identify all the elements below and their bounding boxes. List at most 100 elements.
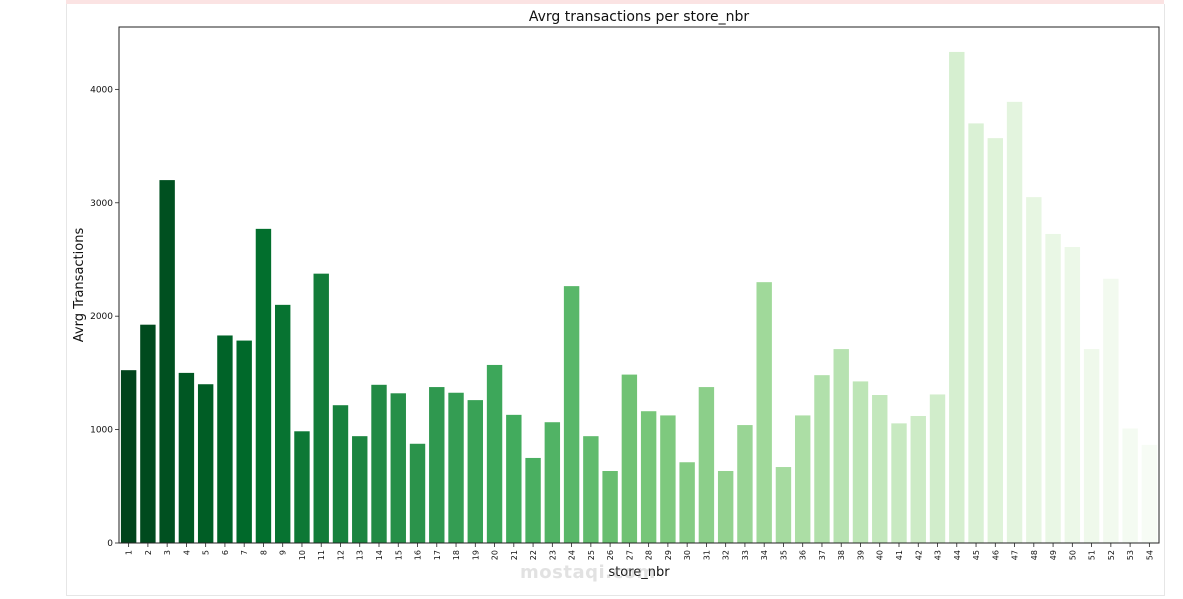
x-tick-label: 13 bbox=[356, 550, 365, 560]
bar-store-6 bbox=[217, 335, 233, 543]
x-tick-label: 25 bbox=[587, 550, 596, 560]
bar-store-27 bbox=[621, 374, 638, 543]
bar-store-20 bbox=[486, 364, 503, 543]
x-tick-label: 50 bbox=[1068, 550, 1077, 560]
bar-store-23 bbox=[544, 422, 561, 543]
bar-store-26 bbox=[602, 470, 618, 543]
x-tick-label: 11 bbox=[317, 550, 326, 560]
bar-store-12 bbox=[332, 405, 349, 543]
x-tick-label: 41 bbox=[895, 550, 904, 560]
x-tick-label: 2 bbox=[144, 550, 153, 555]
bar-store-7 bbox=[236, 340, 252, 543]
bar-store-4 bbox=[178, 372, 195, 543]
bar-store-17 bbox=[429, 387, 445, 543]
x-tick-label: 52 bbox=[1107, 550, 1116, 560]
x-tick-label: 32 bbox=[722, 550, 731, 560]
bar-store-30 bbox=[679, 462, 695, 543]
bar-store-10 bbox=[294, 431, 310, 543]
x-tick-label: 49 bbox=[1049, 550, 1058, 560]
plot-frame bbox=[118, 26, 1160, 544]
bar-store-19 bbox=[467, 400, 483, 543]
x-tick-label: 38 bbox=[837, 550, 846, 560]
bar-store-41 bbox=[891, 423, 907, 543]
x-tick-label: 29 bbox=[664, 550, 673, 560]
y-tick-label: 1000 bbox=[90, 426, 113, 436]
bar-store-2 bbox=[140, 324, 156, 543]
bar-store-44 bbox=[949, 51, 965, 543]
bar-store-25 bbox=[583, 436, 599, 543]
bar-store-38 bbox=[833, 349, 849, 543]
x-tick-label: 20 bbox=[491, 550, 500, 560]
x-tick-label: 44 bbox=[953, 550, 962, 560]
bar-store-37 bbox=[814, 375, 830, 543]
bar-store-48 bbox=[1026, 197, 1042, 544]
bar-store-22 bbox=[525, 457, 541, 543]
bar-store-43 bbox=[929, 394, 946, 543]
bar-store-49 bbox=[1045, 233, 1061, 543]
y-tick-label: 4000 bbox=[90, 85, 113, 95]
x-tick-label: 35 bbox=[779, 550, 788, 560]
x-tick-label: 16 bbox=[414, 550, 423, 560]
bar-store-36 bbox=[795, 415, 811, 543]
x-tick-label: 5 bbox=[202, 550, 211, 555]
x-tick-label: 9 bbox=[279, 550, 288, 555]
x-tick-label: 31 bbox=[702, 550, 711, 560]
y-axis: 0 1000 2000 3000 4000 bbox=[90, 85, 119, 549]
x-axis-label: store_nbr bbox=[608, 565, 670, 580]
y-tick-label: 0 bbox=[107, 539, 113, 549]
x-tick-label: 48 bbox=[1030, 550, 1039, 560]
bar-store-46 bbox=[987, 138, 1003, 543]
x-tick-label: 54 bbox=[1145, 550, 1154, 560]
y-axis-label: Avrg Transactions bbox=[72, 228, 87, 343]
bar-store-28 bbox=[640, 411, 657, 543]
x-tick-label: 51 bbox=[1088, 550, 1097, 560]
bar-store-47 bbox=[1006, 101, 1023, 543]
bar-store-1 bbox=[120, 370, 137, 543]
x-tick-label: 45 bbox=[972, 550, 981, 560]
x-tick-label: 33 bbox=[741, 550, 750, 560]
x-tick-label: 36 bbox=[799, 550, 808, 560]
x-tick-label: 47 bbox=[1011, 550, 1020, 560]
bar-store-14 bbox=[371, 384, 387, 543]
x-tick-label: 14 bbox=[375, 550, 384, 560]
bar-store-50 bbox=[1064, 247, 1081, 543]
x-axis: 1 2 3 4 5 6 7 8 9 10 11 12 13 14 15 16 17 18 19 20 21 22 23 24 2… bbox=[125, 543, 1154, 560]
x-tick-label: 42 bbox=[914, 550, 923, 560]
output-frame-bottom bbox=[66, 595, 1165, 596]
bar-store-45 bbox=[968, 123, 984, 544]
bar-store-9 bbox=[275, 304, 291, 543]
y-tick-label: 2000 bbox=[90, 312, 113, 322]
bar-store-39 bbox=[852, 381, 869, 543]
x-tick-label: 43 bbox=[934, 550, 943, 560]
x-tick-label: 23 bbox=[548, 550, 557, 560]
x-tick-label: 19 bbox=[471, 550, 480, 560]
x-tick-label: 3 bbox=[163, 550, 172, 555]
bars-group bbox=[120, 51, 1158, 544]
output-frame-right bbox=[1164, 4, 1165, 596]
bar-store-53 bbox=[1122, 428, 1138, 543]
x-tick-label: 7 bbox=[240, 550, 249, 555]
y-tick-label: 3000 bbox=[90, 199, 113, 209]
bar-store-32 bbox=[717, 470, 734, 543]
x-tick-label: 1 bbox=[125, 550, 134, 555]
bar-store-11 bbox=[313, 273, 329, 543]
bar-store-34 bbox=[756, 282, 772, 543]
x-tick-label: 10 bbox=[298, 550, 307, 560]
bar-store-51 bbox=[1083, 349, 1100, 543]
x-tick-label: 28 bbox=[645, 550, 654, 560]
bar-store-42 bbox=[910, 415, 926, 543]
bar-store-21 bbox=[506, 414, 522, 543]
x-tick-label: 26 bbox=[606, 550, 615, 560]
bar-store-29 bbox=[660, 415, 676, 543]
x-tick-label: 18 bbox=[452, 550, 461, 560]
bar-store-54 bbox=[1141, 444, 1158, 543]
x-tick-label: 24 bbox=[568, 550, 577, 560]
bar-store-33 bbox=[737, 425, 753, 543]
x-tick-label: 6 bbox=[221, 550, 230, 555]
x-tick-label: 21 bbox=[510, 550, 519, 560]
bar-store-40 bbox=[872, 395, 888, 543]
bar-store-15 bbox=[390, 393, 406, 543]
x-tick-label: 46 bbox=[991, 550, 1000, 560]
bar-store-13 bbox=[352, 436, 368, 543]
